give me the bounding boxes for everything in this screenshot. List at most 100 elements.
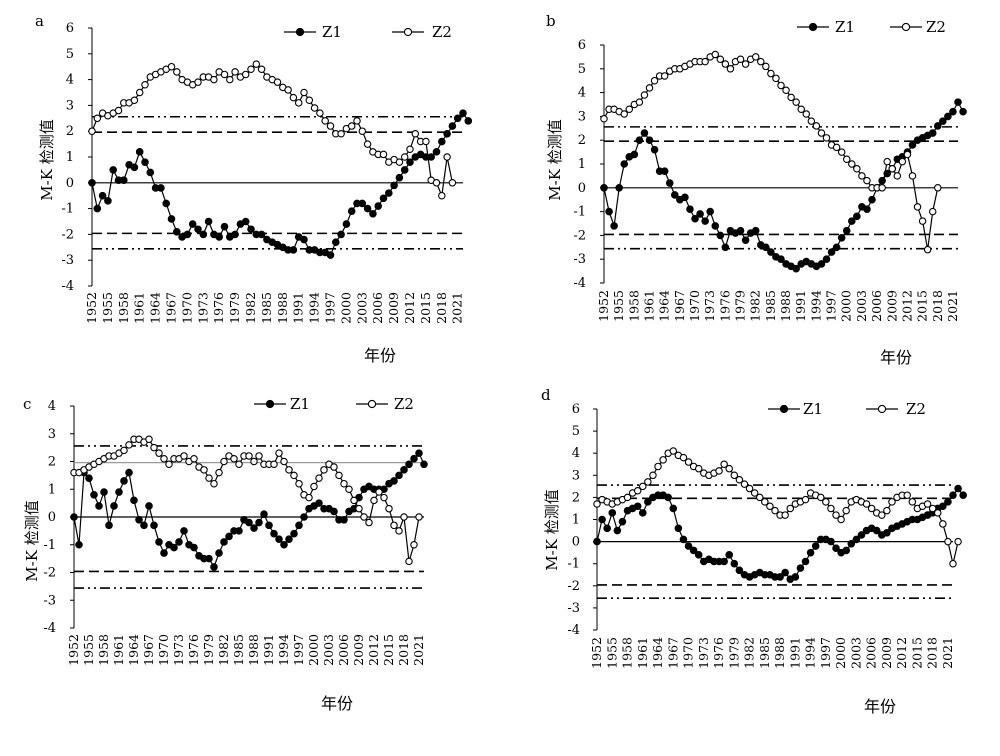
legend-marker-z2 xyxy=(877,404,887,414)
data-point-z1 xyxy=(751,226,760,235)
y-tick-label: 3 xyxy=(572,468,580,483)
x-tick-label: 2021 xyxy=(940,637,955,669)
legend-label-z2: Z2 xyxy=(906,400,926,418)
data-point-z1 xyxy=(453,114,462,123)
data-point-z1 xyxy=(146,168,155,177)
data-point-z1 xyxy=(665,179,674,187)
data-point-z1 xyxy=(395,173,404,182)
data-point-z2 xyxy=(913,203,922,211)
x-tick-label: 2000 xyxy=(833,637,848,669)
data-point-z2 xyxy=(949,559,957,568)
data-point-z1 xyxy=(706,207,714,216)
data-point-z2 xyxy=(290,471,298,480)
data-point-z2 xyxy=(848,160,856,168)
data-point-z2 xyxy=(792,98,800,106)
x-tick-label: 2000 xyxy=(338,292,353,324)
x-tick-label: 1970 xyxy=(681,637,696,669)
data-point-z1 xyxy=(155,538,163,546)
data-point-z2 xyxy=(817,129,826,137)
x-tick-label: 1964 xyxy=(126,634,141,666)
data-point-z2 xyxy=(903,491,911,499)
data-point-z2 xyxy=(190,454,198,463)
data-point-z2 xyxy=(379,150,388,159)
data-point-z1 xyxy=(767,248,775,256)
data-point-z1 xyxy=(605,207,613,216)
data-point-z1 xyxy=(390,181,398,190)
data-point-z2 xyxy=(771,506,779,515)
x-tick-label: 1952 xyxy=(84,292,99,324)
data-point-z1 xyxy=(145,502,153,510)
x-tick-label: 1955 xyxy=(604,637,619,669)
x-tick-label: 1976 xyxy=(186,634,201,666)
data-point-z2 xyxy=(751,53,760,61)
data-point-z2 xyxy=(395,527,403,535)
x-tick-label: 1991 xyxy=(787,637,802,669)
data-point-z2 xyxy=(326,122,335,130)
x-tick-label: 2009 xyxy=(386,292,401,324)
y-tick-label: 2 xyxy=(578,133,586,148)
data-point-z2 xyxy=(772,74,780,83)
data-point-z2 xyxy=(593,500,601,508)
data-point-z1 xyxy=(933,122,942,130)
data-point-z1 xyxy=(608,509,617,517)
data-point-z1 xyxy=(650,145,659,154)
data-point-z1 xyxy=(691,214,699,223)
data-point-z1 xyxy=(847,217,856,225)
data-point-z2 xyxy=(350,496,358,505)
data-point-z2 xyxy=(725,464,733,473)
data-point-z2 xyxy=(736,55,745,64)
data-point-z2 xyxy=(273,78,282,86)
data-point-z1 xyxy=(735,566,744,575)
ylabel-b: M-K 检测值 xyxy=(546,119,564,200)
data-point-z1 xyxy=(696,210,704,218)
data-point-z2 xyxy=(660,72,669,80)
legend-label-z1: Z1 xyxy=(322,23,342,41)
data-point-z2 xyxy=(842,506,850,515)
data-point-z2 xyxy=(167,62,176,71)
data-point-z1 xyxy=(638,509,647,517)
y-tick-label: 0 xyxy=(572,535,580,550)
data-point-z1 xyxy=(610,222,618,230)
y-tick-label: 1 xyxy=(48,482,56,497)
data-point-z2 xyxy=(422,137,430,146)
data-point-z2 xyxy=(923,245,932,254)
data-point-z2 xyxy=(721,60,730,68)
data-point-z2 xyxy=(448,179,457,187)
data-point-z2 xyxy=(365,518,373,527)
data-point-z1 xyxy=(374,202,383,210)
data-point-z2 xyxy=(415,513,423,521)
x-tick-label: 2018 xyxy=(396,634,411,666)
data-point-z1 xyxy=(459,109,467,117)
data-point-z2 xyxy=(954,537,962,546)
y-tick-label: -2 xyxy=(567,579,580,594)
data-point-z1 xyxy=(801,557,810,566)
data-point-z1 xyxy=(694,551,703,559)
data-point-z1 xyxy=(295,521,303,530)
data-point-z1 xyxy=(620,160,629,168)
ylabel-c: M-K 检测值 xyxy=(23,500,41,581)
data-point-z1 xyxy=(415,449,423,457)
data-point-z1 xyxy=(684,542,693,550)
data-point-z1 xyxy=(863,205,871,214)
y-tick-label: 3 xyxy=(578,109,586,124)
x-tick-label: 1979 xyxy=(726,637,741,669)
data-point-z2 xyxy=(252,60,261,68)
data-point-z1 xyxy=(260,510,268,519)
data-point-z2 xyxy=(443,153,451,161)
data-point-z2 xyxy=(173,68,181,76)
data-point-z1 xyxy=(615,184,623,192)
data-point-z1 xyxy=(220,538,228,546)
data-point-z1 xyxy=(837,233,846,242)
x-tick-label: 1961 xyxy=(642,290,657,322)
data-point-z1 xyxy=(105,521,113,530)
data-point-z1 xyxy=(384,189,393,197)
y-tick-label: 4 xyxy=(572,446,580,461)
x-tick-label: 1979 xyxy=(733,290,748,322)
data-point-z1 xyxy=(170,543,178,552)
data-point-z1 xyxy=(721,243,730,252)
data-point-z2 xyxy=(862,500,871,508)
x-tick-label: 1967 xyxy=(672,290,687,322)
data-point-z2 xyxy=(141,81,149,89)
data-point-z1 xyxy=(432,148,441,156)
